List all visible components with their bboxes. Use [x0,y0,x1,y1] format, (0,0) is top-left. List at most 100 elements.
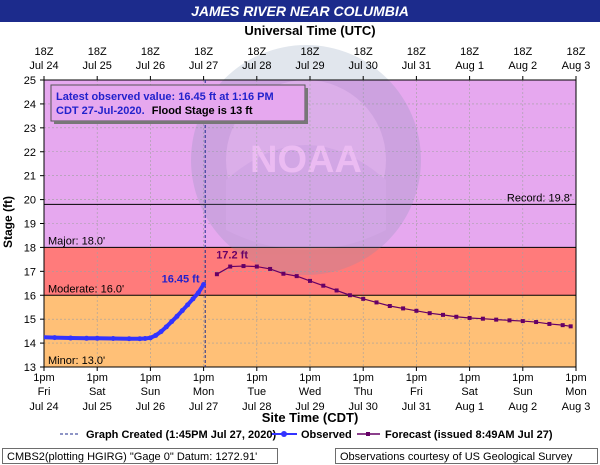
forecast-point [507,318,512,323]
x-tick-date: Jul 29 [295,401,324,413]
observed-point [158,329,164,335]
x-tick-day: Thu [354,386,373,398]
observed-point [179,308,185,314]
legend-forecast-marker [366,432,370,436]
x-top-tick-time: 18Z [301,46,320,58]
observed-point [147,335,153,341]
y-tick-label: 21 [24,171,36,183]
x-top-tick-time: 18Z [141,46,160,58]
observed-point [137,336,143,342]
info-box-line1: Latest observed value: 16.45 ft at 1:16 … [56,91,274,103]
forecast-point [214,272,219,277]
x-tick-time: 1pm [246,372,267,384]
x-tick-time: 1pm [140,372,161,384]
category-label-minor: Minor: 13.0' [48,355,105,367]
x-top-tick-time: 18Z [247,46,266,58]
forecast-point [294,274,299,279]
x-tick-day: Fri [38,386,51,398]
forecast-point [228,264,233,269]
x-tick-day: Tue [248,386,267,398]
x-tick-day: Mon [193,386,214,398]
forecast-point [467,315,472,320]
x-top-tick-date: Jul 27 [189,60,218,72]
x-tick-time: 1pm [565,372,586,384]
x-top-tick-date: Jul 30 [349,60,378,72]
legend-observed-label: Observed [301,429,352,441]
latest-observation-box: Latest observed value: 16.45 ft at 1:16 … [50,84,308,124]
y-axis-title: Stage (ft) [1,196,15,248]
flood-category-labels: Minor: 13.0' Moderate: 16.0' Major: 18.0' R… [48,192,572,367]
category-label-moderate: Moderate: 16.0' [48,283,124,295]
x-top-tick-time: 18Z [567,46,586,58]
legend-observed-marker [281,431,287,437]
observed-point [110,336,116,342]
x-tick-date: Jul 28 [242,401,271,413]
y-tick-label: 18 [24,242,36,254]
info-box-frame [50,84,306,122]
x-tick-time: 1pm [86,372,107,384]
observed-point [163,324,169,330]
legend-created-label: Graph Created (1:45PM Jul 27, 2020) [86,429,276,441]
x-top-tick-date: Aug 2 [508,60,537,72]
category-label-major: Major: 18.0' [48,235,105,247]
observed-value-label: 16.45 ft [162,273,200,285]
forecast-line [216,265,571,327]
x-tick-time: 1pm [512,372,533,384]
forecast-point [560,323,565,328]
observed-point [169,319,175,325]
x-top-tick-time: 18Z [460,46,479,58]
x-top-tick-time: 18Z [407,46,426,58]
info-box-shadow-side [305,88,308,124]
x-top-tick-time: 18Z [513,46,532,58]
y-tick-label: 22 [24,147,36,159]
forecast-point [321,283,326,288]
x-tick-time: 1pm [299,372,320,384]
x-top-tick-date: Aug 1 [455,60,484,72]
bottom-axis-title: Site Time (CDT) [262,410,359,425]
y-tick-label: 23 [24,123,36,135]
x-tick-day: Sun [513,386,533,398]
zone-moderate [44,295,576,367]
observed-point [126,336,132,342]
forecast-point [401,306,406,311]
observed-point [142,336,148,342]
record-label: Record: 19.8' [507,192,572,204]
noaa-seal-wave [226,145,386,250]
forecast-point [520,319,525,324]
forecast-crest-label: 17.2 ft [216,250,248,262]
forecast-point [454,314,459,319]
forecast-point [241,264,246,269]
observed-point [84,335,90,341]
y-tick-label: 25 [24,75,36,87]
series-layer [44,264,573,342]
forecast-point [427,311,432,316]
x-top-tick-date: Jul 26 [136,60,165,72]
x-top-tick-time: 18Z [35,46,54,58]
top-axis-title: Universal Time (UTC) [244,23,375,38]
forecast-point [441,312,445,317]
x-tick-date: Jul 25 [83,401,112,413]
x-top-tick-time: 18Z [88,46,107,58]
x-top-tick-date: Jul 31 [402,60,431,72]
forecast-point [534,320,539,325]
forecast-point [281,271,286,276]
x-top-tick-date: Jul 29 [295,60,324,72]
y-tick-label: 20 [24,195,36,207]
x-top-tick-date: Jul 25 [83,60,112,72]
forecast-point [254,264,259,269]
footer-datum: CMBS2(plotting HGIRG) "Gage 0" Datum: 12… [2,448,278,464]
x-tick-date: Aug 2 [508,401,537,413]
x-tick-day: Wed [299,386,321,398]
svg-text:CDT 27-Jul-2020. Flood S: CDT 27-Jul-2020. Flood Stage is 13 ft [56,105,253,117]
y-tick-label: 17 [24,266,36,278]
observed-point [52,335,58,341]
x-tick-time: 1pm [193,372,214,384]
x-top-tick-time: 18Z [194,46,213,58]
x-top-tick-date: Jul 28 [242,60,271,72]
x-tick-date: Jul 26 [136,401,165,413]
forecast-point [361,296,366,301]
x-tick-day: Sat [89,386,106,398]
observed-point [153,332,159,338]
x-tick-time: 1pm [352,372,373,384]
x-tick-date: Jul 31 [402,401,431,413]
